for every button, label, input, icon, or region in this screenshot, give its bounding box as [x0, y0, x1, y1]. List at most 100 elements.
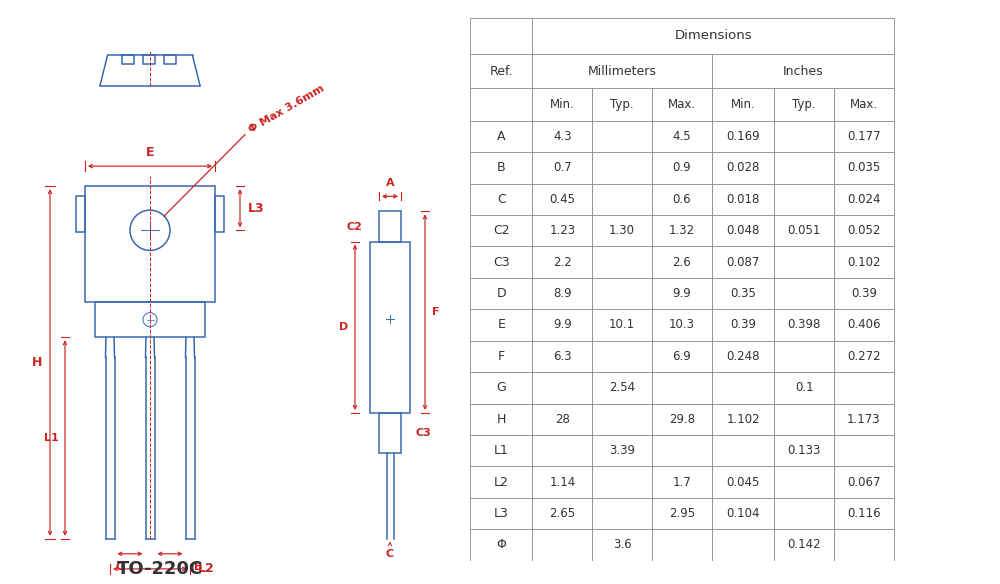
Text: Inches: Inches: [782, 65, 823, 78]
Text: 0.7: 0.7: [553, 161, 572, 175]
Text: A: A: [497, 130, 505, 143]
Bar: [370, 242, 410, 413]
Text: 3.39: 3.39: [609, 444, 635, 457]
Text: 0.051: 0.051: [787, 224, 821, 237]
Text: 0.248: 0.248: [726, 350, 760, 363]
Text: 0.028: 0.028: [726, 161, 760, 175]
Text: G: G: [496, 381, 506, 394]
Text: C2: C2: [346, 221, 362, 231]
Text: 0.45: 0.45: [549, 193, 575, 206]
Text: 2.95: 2.95: [669, 507, 695, 520]
Text: 0.177: 0.177: [847, 130, 881, 143]
Text: 0.1: 0.1: [795, 381, 813, 394]
Text: 4.3: 4.3: [553, 130, 572, 143]
Text: 1.23: 1.23: [549, 224, 575, 237]
Text: 6.3: 6.3: [553, 350, 572, 363]
Text: H: H: [497, 413, 506, 426]
Text: C3: C3: [415, 428, 431, 438]
Text: 1.32: 1.32: [669, 224, 695, 237]
Text: 8.9: 8.9: [553, 287, 572, 300]
Bar: [85, 186, 215, 302]
Text: 0.052: 0.052: [847, 224, 881, 237]
Text: 2.2: 2.2: [553, 256, 572, 269]
Text: Min.: Min.: [731, 98, 755, 111]
Text: L3: L3: [248, 202, 265, 215]
Text: Max.: Max.: [850, 98, 878, 111]
Text: 2.6: 2.6: [673, 256, 691, 269]
Text: 0.116: 0.116: [847, 507, 881, 520]
Bar: [215, 196, 224, 232]
Text: 0.067: 0.067: [847, 475, 881, 489]
Text: 0.272: 0.272: [847, 350, 881, 363]
Text: 0.018: 0.018: [726, 193, 760, 206]
Text: H: H: [32, 356, 42, 369]
Text: C2: C2: [493, 224, 510, 237]
Text: C: C: [497, 193, 506, 206]
Text: D: D: [339, 322, 348, 332]
Text: 0.406: 0.406: [847, 318, 881, 332]
Text: 0.39: 0.39: [851, 287, 877, 300]
Bar: [95, 302, 205, 338]
Text: Ref.: Ref.: [489, 65, 513, 78]
Text: A: A: [386, 178, 394, 188]
Text: 0.35: 0.35: [730, 287, 756, 300]
Text: 0.048: 0.048: [726, 224, 760, 237]
Text: E: E: [497, 318, 505, 332]
Text: Typ.: Typ.: [792, 98, 816, 111]
Text: Typ.: Typ.: [610, 98, 634, 111]
Text: TO-220C: TO-220C: [117, 560, 203, 578]
Text: 2.65: 2.65: [549, 507, 575, 520]
Text: 1.173: 1.173: [847, 413, 881, 426]
Text: 2.54: 2.54: [609, 381, 635, 394]
Text: 0.142: 0.142: [787, 538, 821, 551]
Text: 0.39: 0.39: [730, 318, 756, 332]
Text: L2: L2: [198, 562, 215, 575]
Bar: [379, 211, 401, 242]
Bar: [379, 413, 401, 453]
Text: 1.102: 1.102: [726, 413, 760, 426]
Text: L2: L2: [494, 475, 509, 489]
Text: L3: L3: [494, 507, 509, 520]
Text: Φ Max 3.6mm: Φ Max 3.6mm: [247, 83, 326, 135]
Text: 0.6: 0.6: [673, 193, 691, 206]
Text: 0.045: 0.045: [726, 475, 760, 489]
Text: 0.102: 0.102: [847, 256, 881, 269]
Text: 29.8: 29.8: [669, 413, 695, 426]
Text: L1: L1: [44, 433, 59, 443]
Text: 4.5: 4.5: [673, 130, 691, 143]
Text: 10.1: 10.1: [609, 318, 635, 332]
Text: B: B: [194, 562, 202, 572]
Text: 6.9: 6.9: [673, 350, 691, 363]
Text: E: E: [146, 146, 154, 159]
Text: 9.9: 9.9: [673, 287, 691, 300]
Text: 0.133: 0.133: [787, 444, 821, 457]
Bar: [76, 196, 85, 232]
Text: 9.9: 9.9: [553, 318, 572, 332]
Text: F: F: [432, 307, 440, 317]
Text: 0.169: 0.169: [726, 130, 760, 143]
Text: Φ: Φ: [496, 538, 506, 551]
Text: Max.: Max.: [668, 98, 696, 111]
Text: 0.087: 0.087: [726, 256, 760, 269]
Text: 1.30: 1.30: [609, 224, 635, 237]
Text: L1: L1: [494, 444, 509, 457]
Text: C3: C3: [493, 256, 510, 269]
Text: F: F: [498, 350, 505, 363]
Text: 0.9: 0.9: [673, 161, 691, 175]
Text: 1.7: 1.7: [673, 475, 691, 489]
Text: 28: 28: [555, 413, 570, 426]
Text: 1.14: 1.14: [549, 475, 575, 489]
Text: G: G: [115, 562, 125, 572]
Text: 0.398: 0.398: [787, 318, 821, 332]
Text: Dimensions: Dimensions: [674, 29, 752, 43]
Text: 0.104: 0.104: [726, 507, 760, 520]
Text: 0.024: 0.024: [847, 193, 881, 206]
Text: 3.6: 3.6: [613, 538, 631, 551]
Text: B: B: [497, 161, 506, 175]
Text: 0.035: 0.035: [847, 161, 881, 175]
Text: Millimeters: Millimeters: [588, 65, 657, 78]
Text: Min.: Min.: [550, 98, 575, 111]
Text: 10.3: 10.3: [669, 318, 695, 332]
Text: D: D: [496, 287, 506, 300]
Text: C: C: [386, 549, 394, 559]
